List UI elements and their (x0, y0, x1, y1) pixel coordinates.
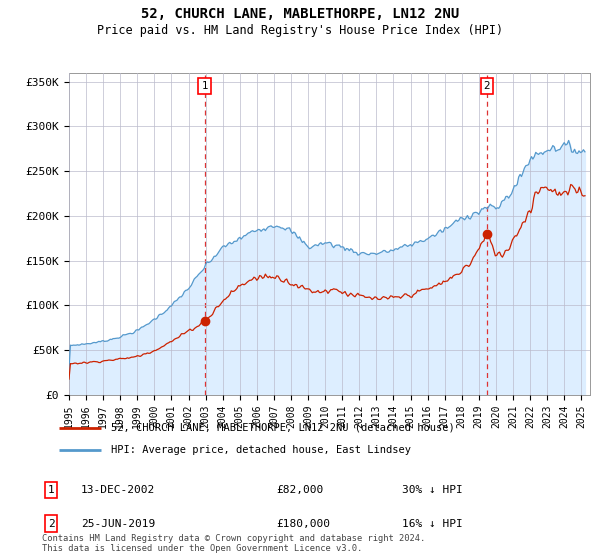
Text: 25-JUN-2019: 25-JUN-2019 (81, 519, 155, 529)
Text: Price paid vs. HM Land Registry's House Price Index (HPI): Price paid vs. HM Land Registry's House … (97, 24, 503, 36)
Text: 16% ↓ HPI: 16% ↓ HPI (402, 519, 463, 529)
Text: 52, CHURCH LANE, MABLETHORPE, LN12 2NU (detached house): 52, CHURCH LANE, MABLETHORPE, LN12 2NU (… (112, 423, 455, 433)
Text: £82,000: £82,000 (276, 485, 323, 495)
Text: 13-DEC-2002: 13-DEC-2002 (81, 485, 155, 495)
Text: 1: 1 (47, 485, 55, 495)
Text: 2: 2 (484, 81, 490, 91)
Text: £180,000: £180,000 (276, 519, 330, 529)
Text: 1: 1 (202, 81, 208, 91)
Text: Contains HM Land Registry data © Crown copyright and database right 2024.
This d: Contains HM Land Registry data © Crown c… (42, 534, 425, 553)
Text: 52, CHURCH LANE, MABLETHORPE, LN12 2NU: 52, CHURCH LANE, MABLETHORPE, LN12 2NU (141, 7, 459, 21)
Text: 2: 2 (47, 519, 55, 529)
Text: HPI: Average price, detached house, East Lindsey: HPI: Average price, detached house, East… (112, 445, 412, 455)
Text: 30% ↓ HPI: 30% ↓ HPI (402, 485, 463, 495)
